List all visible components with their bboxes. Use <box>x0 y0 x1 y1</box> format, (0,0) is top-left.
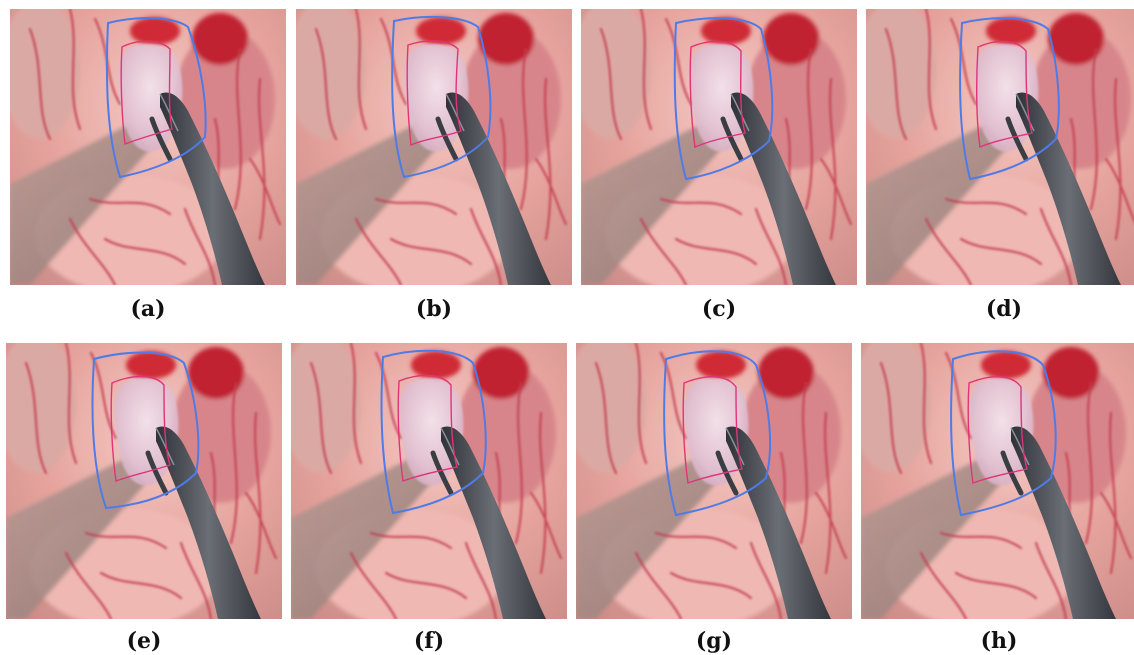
image-panel-h <box>861 343 1134 619</box>
surgical-image-f <box>291 343 567 619</box>
blue-contour-c <box>673 17 774 181</box>
image-panel-a <box>10 9 286 285</box>
surgical-image-h <box>861 343 1134 619</box>
image-panel-g <box>576 343 852 619</box>
surgical-image-b <box>296 9 572 285</box>
image-panel-b <box>296 9 572 285</box>
magenta-contour-h <box>967 376 1028 484</box>
blue-contour-e <box>91 351 200 510</box>
image-panel-e <box>6 343 282 619</box>
blue-contour-b <box>391 15 492 179</box>
magenta-contour-c <box>689 40 746 149</box>
surgical-image-e <box>6 343 282 619</box>
magenta-contour-g <box>682 376 743 484</box>
blue-contour-a <box>105 17 207 179</box>
image-panel-f <box>291 343 567 619</box>
caption-h: (h) <box>980 628 1018 654</box>
caption-a: (a) <box>130 296 166 322</box>
magenta-contour-b <box>406 40 462 147</box>
caption-d: (d) <box>985 296 1023 322</box>
caption-f: (f) <box>413 628 445 654</box>
magenta-contour-e <box>110 375 171 482</box>
blue-contour-f <box>380 349 487 515</box>
magenta-contour-f <box>397 374 458 482</box>
surgical-image-a <box>10 9 286 285</box>
blue-contour-d <box>959 17 1060 181</box>
image-panel-c <box>581 9 857 285</box>
caption-g: (g) <box>695 628 733 654</box>
magenta-contour-d <box>976 40 1033 149</box>
blue-contour-g <box>663 350 772 517</box>
surgical-image-d <box>866 9 1134 285</box>
image-panel-d <box>866 9 1134 285</box>
blue-contour-h <box>950 350 1057 517</box>
surgical-image-g <box>576 343 852 619</box>
caption-e: (e) <box>126 628 162 654</box>
caption-b: (b) <box>415 296 453 322</box>
surgical-image-c <box>581 9 857 285</box>
caption-c: (c) <box>701 296 737 322</box>
magenta-contour-a <box>120 40 173 145</box>
